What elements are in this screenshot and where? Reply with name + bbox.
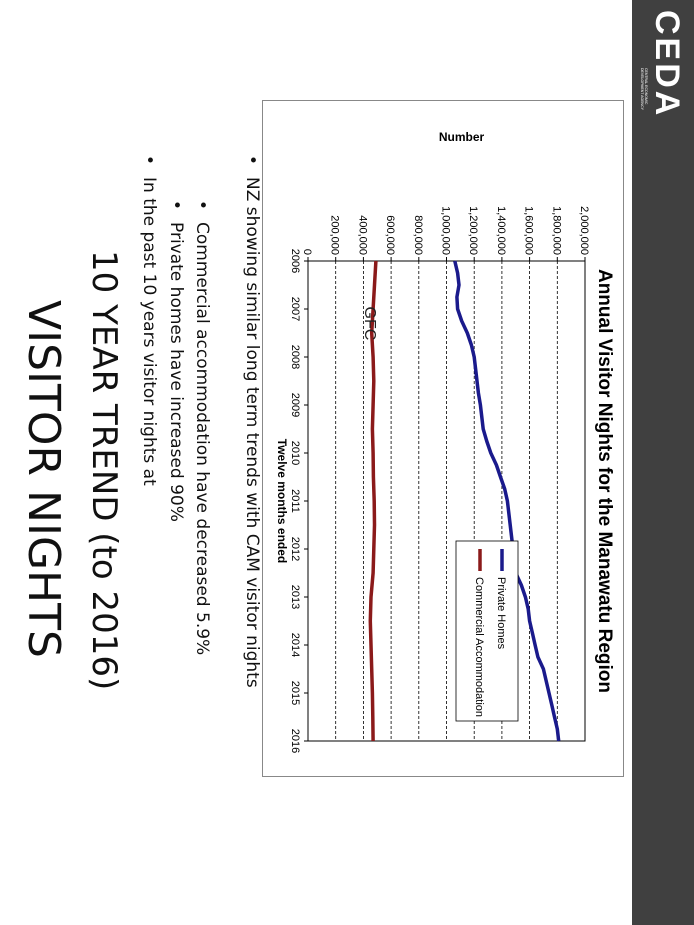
y-tick-label: 1,000,000 (440, 206, 452, 255)
x-tick-label: 2006 (289, 249, 301, 273)
series-line-private-homes (453, 260, 561, 742)
x-tick-label: 2012 (289, 537, 301, 561)
bullet-sub-item: •Commercial accommodation have decreased… (192, 200, 212, 656)
y-tick-label: 200,000 (329, 215, 341, 255)
bullet-item: •NZ showing similar long term trends wit… (242, 155, 262, 688)
page-title: VISITOR NIGHTS (18, 300, 69, 658)
y-tick-label: 1,600,000 (523, 206, 535, 255)
x-tick-label: 2007 (289, 297, 301, 321)
y-tick-label: 800,000 (412, 215, 424, 255)
x-tick-label: 2016 (289, 729, 301, 753)
legend-label: Private Homes (495, 577, 507, 650)
legend-box (455, 540, 519, 722)
y-tick-label: 400,000 (356, 215, 368, 255)
x-tick-label: 2014 (289, 633, 301, 657)
y-tick-label: 600,000 (384, 215, 396, 255)
y-tick-label: 1,400,000 (495, 206, 507, 255)
legend-label: Commercial Accommodation (473, 577, 485, 717)
x-tick-label: 2009 (289, 393, 301, 417)
x-tick-label: 2013 (289, 585, 301, 609)
series-line-commercial-accommodation (368, 260, 378, 742)
brand-bar: CEDA CENTRAL ECONOMIC DEVELOPMENT AGENCY (632, 0, 694, 925)
ceda-logo: CEDA (648, 10, 686, 119)
bullet-dot-icon: • (139, 155, 159, 166)
y-tick-label: 1,200,000 (467, 206, 479, 255)
y-tick-label: 1,800,000 (550, 206, 562, 255)
x-tick-label: 2011 (289, 489, 301, 513)
bullet-dot-icon: • (166, 200, 186, 211)
y-tick-label: 2,000,000 (578, 206, 590, 255)
bullet-sub-item: •Private homes have increased 90% (166, 200, 186, 522)
x-tick-label: 2015 (289, 681, 301, 705)
gfc-annotation: GFC (361, 307, 378, 341)
x-axis-label: Twelve months ended (275, 439, 289, 563)
visitor-nights-chart: Annual Visitor Nights for the Manawatu R… (275, 130, 615, 753)
bullet-dot-icon: • (242, 155, 262, 166)
ceda-logo-subtitle: CENTRAL ECONOMIC DEVELOPMENT AGENCY (640, 68, 648, 110)
chart-frame: Annual Visitor Nights for the Manawatu R… (262, 100, 624, 777)
bullet-dot-icon: • (192, 200, 212, 211)
page-subtitle: 10 YEAR TREND (to 2016) (84, 250, 124, 691)
y-tick-label: 0 (301, 249, 313, 255)
chart-title: Annual Visitor Nights for the Manawatu R… (594, 269, 615, 693)
bullet-item: •In the past 10 years visitor nights at (139, 155, 159, 486)
x-tick-label: 2008 (289, 345, 301, 369)
x-tick-label: 2010 (289, 441, 301, 465)
y-axis-label: Number (439, 130, 485, 144)
